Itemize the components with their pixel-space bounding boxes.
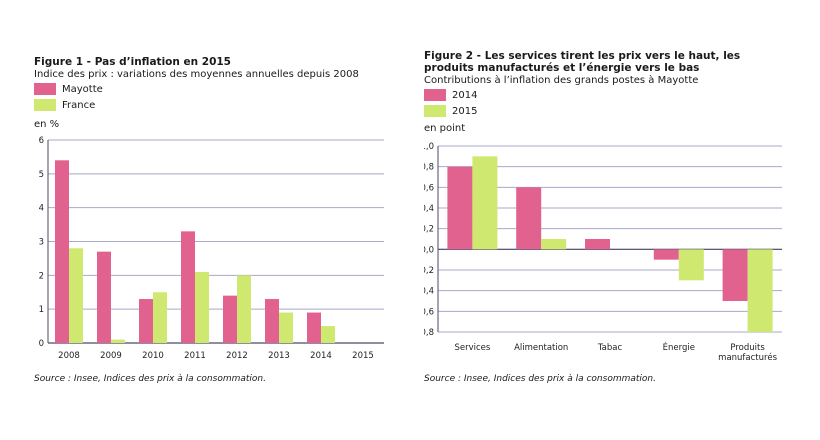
- bar-france-2010: [153, 292, 167, 343]
- bar-2015-alimentation: [541, 239, 567, 250]
- legend-item-2014: 2014: [424, 87, 804, 103]
- bar-france-2009: [111, 339, 125, 343]
- y-tick-label: 1,0: [424, 142, 434, 152]
- legend-swatch-france: [34, 99, 56, 111]
- bar-france-2013: [279, 312, 293, 343]
- figure-2-unit-label: en point: [424, 123, 466, 134]
- bar-2014-produits-manufactures: [722, 249, 748, 301]
- x-tick-label-2012: 2012: [226, 351, 248, 361]
- legend-item-2015: 2015: [424, 103, 804, 119]
- bar-mayotte-2008: [55, 160, 69, 343]
- figure-1-panel: Figure 1 - Pas d’inflation en 2015 Indic…: [34, 56, 394, 396]
- y-tick-label: 0,6: [424, 183, 434, 193]
- x-tick-label-2009: 2009: [100, 351, 122, 361]
- y-tick-label: 0,2: [424, 225, 434, 235]
- figure-2-subtitle: Contributions à l’inflation des grands p…: [424, 75, 699, 86]
- bar-2015-services: [472, 156, 498, 250]
- legend-swatch-mayotte: [34, 83, 56, 95]
- y-tick-label: -0,4: [424, 287, 434, 297]
- legend-swatch-2015: [424, 105, 446, 117]
- y-tick-label: -0,2: [424, 266, 434, 276]
- y-tick-label: 0,8: [424, 163, 434, 173]
- bar-mayotte-2012: [223, 295, 237, 343]
- y-tick-label: 4: [39, 204, 44, 214]
- x-tick-label-2015: 2015: [352, 351, 374, 361]
- bar-2014-services: [447, 166, 473, 250]
- y-tick-label: -0,8: [424, 328, 434, 338]
- legend-label-2015: 2015: [452, 105, 478, 117]
- bar-mayotte-2011: [181, 231, 195, 343]
- bar-2015-produits-manufactures: [747, 249, 773, 332]
- bar-mayotte-2013: [265, 299, 279, 343]
- figure-1-chart: 0 1 2 3 4 5 6 2008 2009 2010 2011 2012 2013 2014 2015: [39, 136, 384, 361]
- x-tick-label-alimentation: Alimentation: [514, 343, 568, 353]
- x-tick-label-2013: 2013: [268, 351, 290, 361]
- y-tick-label: 0,4: [424, 204, 434, 214]
- legend-label-france: France: [62, 99, 96, 111]
- x-tick-label-2014: 2014: [310, 351, 332, 361]
- y-tick-label: 1: [39, 305, 44, 315]
- figure-1-unit-label: en %: [34, 119, 60, 130]
- bar-2014-alimentation: [516, 187, 542, 250]
- legend-item-france: France: [34, 97, 394, 113]
- figure-2-source: Source : Insee, Indices des prix à la co…: [424, 374, 656, 384]
- y-tick-label: -0,6: [424, 307, 434, 317]
- x-tick-label-2011: 2011: [184, 351, 206, 361]
- x-tick-label-energie: Énergie: [663, 341, 695, 353]
- bar-france-2011: [195, 271, 209, 343]
- bar-2014-energie: [653, 249, 679, 260]
- y-tick-label: 0,0: [424, 245, 434, 255]
- figure-1-title: Figure 1 - Pas d’inflation en 2015: [34, 56, 231, 68]
- bar-mayotte-2014: [307, 312, 321, 343]
- bar-2014-tabac: [585, 239, 610, 250]
- figure-2-title-line2: produits manufacturés et l’énergie vers …: [424, 62, 700, 74]
- x-tick-label-services: Services: [454, 343, 490, 353]
- bar-2015-energie: [678, 249, 704, 281]
- x-tick-label-produits-manufactures-2: manufacturés: [718, 352, 777, 363]
- x-tick-label-2008: 2008: [58, 351, 80, 361]
- bar-mayotte-2010: [139, 299, 153, 343]
- x-tick-label-produits-manufactures-1: Produits: [730, 343, 765, 353]
- y-tick-label: 6: [39, 136, 44, 146]
- y-tick-label: 5: [39, 170, 44, 180]
- x-tick-label-2010: 2010: [142, 351, 164, 361]
- legend-label-2014: 2014: [452, 89, 478, 101]
- legend-swatch-2014: [424, 89, 446, 101]
- legend-item-mayotte: Mayotte: [34, 81, 394, 97]
- bar-france-2012: [237, 275, 251, 343]
- figure-2-panel: Figure 2 - Les services tirent les prix …: [424, 50, 804, 396]
- bar-france-2008: [69, 248, 83, 343]
- figure-2-chart: 1,0 0,8 0,6 0,4 0,2 0,0 -0,2 -0,4 -0,6 -0,8 Servic…: [424, 142, 782, 363]
- x-tick-label-tabac: Tabac: [597, 343, 623, 353]
- bar-france-2014: [321, 326, 335, 343]
- y-tick-label: 0: [39, 339, 44, 349]
- bar-mayotte-2009: [97, 251, 111, 343]
- figure-2-title-line1: Figure 2 - Les services tirent les prix …: [424, 50, 741, 62]
- figure-1-source: Source : Insee, Indices des prix à la co…: [34, 374, 266, 384]
- figure-1-subtitle: Indice des prix : variations des moyenne…: [34, 69, 359, 80]
- y-tick-label: 3: [39, 238, 44, 248]
- y-tick-label: 2: [39, 271, 44, 281]
- legend-label-mayotte: Mayotte: [62, 83, 103, 95]
